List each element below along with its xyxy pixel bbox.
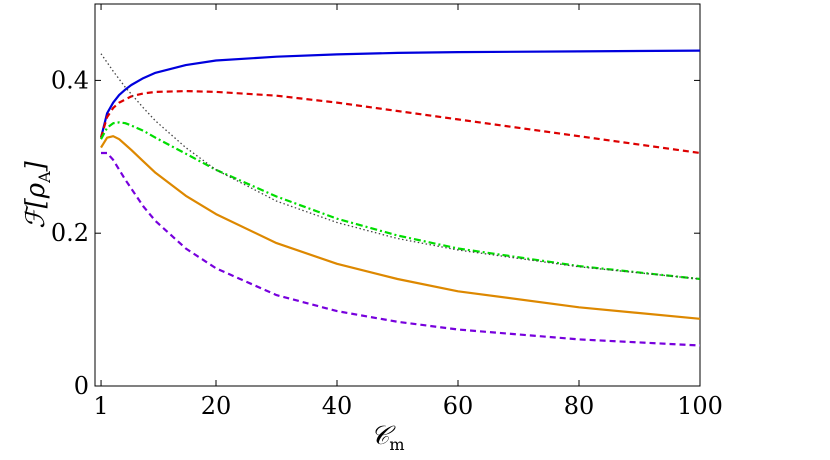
x-tick-label: 100 — [677, 392, 723, 420]
series-line-2 — [99, 90, 701, 155]
x-tick-label: 20 — [201, 392, 232, 420]
x-tick-label: 1 — [93, 392, 108, 420]
y-tick-label: 0 — [74, 372, 89, 400]
series-line-6 — [100, 53, 701, 280]
series-line-5 — [101, 151, 701, 347]
x-tick-label: 60 — [443, 392, 474, 420]
y-tick-label: 0.2 — [51, 219, 89, 247]
series-line-3 — [100, 121, 701, 281]
y-axis-label: ℱ[ρA] — [21, 160, 54, 228]
x-axis-label: 𝒞m — [370, 421, 404, 454]
series-line-1 — [99, 49, 701, 138]
y-tick-label: 0.4 — [51, 66, 89, 94]
series-line-4 — [100, 135, 701, 320]
x-tick-label: 80 — [564, 392, 595, 420]
x-axis-label-sub: m — [389, 435, 404, 454]
series-layer — [99, 49, 701, 347]
plot-frame — [94, 3, 701, 387]
tick-layer: 1 20 40 60 80 100 0 0.2 0.4 — [51, 4, 723, 420]
y-axis-label-sub: A — [35, 171, 54, 184]
x-tick-label: 40 — [322, 392, 353, 420]
y-axis-label-main: ℱ[ρ — [21, 182, 51, 229]
y-axis-label-close: ] — [21, 160, 51, 172]
